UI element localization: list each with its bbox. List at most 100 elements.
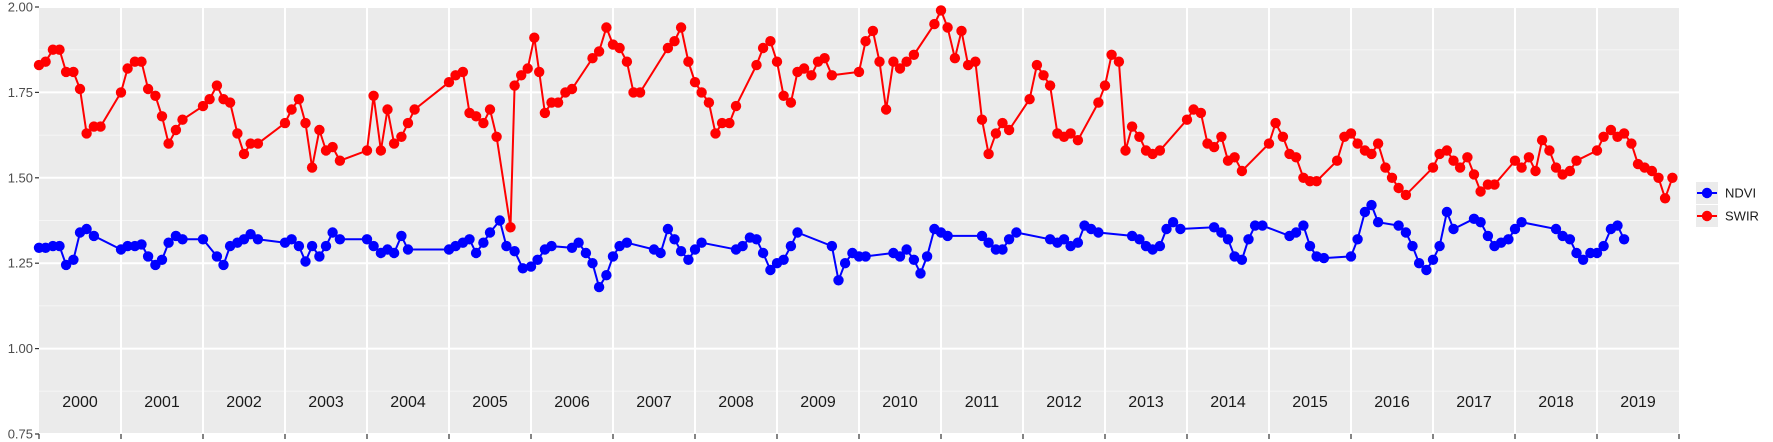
ndvi-point (675, 246, 687, 257)
ndvi-point (494, 215, 505, 226)
swir-point (853, 66, 865, 78)
swir-point (901, 56, 912, 67)
ndvi-point (1612, 220, 1623, 231)
swir-point (136, 56, 147, 67)
swir-point (245, 138, 256, 149)
swir-point (286, 104, 297, 115)
swir-point (1236, 165, 1248, 177)
ndvi-point (1591, 247, 1603, 259)
swir-point (716, 117, 728, 129)
ndvi-point (1243, 234, 1254, 245)
swir-point (232, 128, 243, 139)
swir-point (1120, 145, 1131, 156)
ndvi-point (689, 244, 701, 255)
year-label: 2014 (1210, 394, 1246, 411)
ndvi-point (60, 259, 72, 271)
swir-point (1598, 131, 1609, 142)
swir-point (334, 155, 346, 166)
ndvi-point (696, 237, 707, 248)
swir-point (1106, 49, 1117, 60)
swir-point (908, 49, 920, 60)
swir-point (443, 77, 455, 88)
ndvi-point (1441, 206, 1453, 218)
ndvi-point (683, 254, 694, 265)
swir-point (491, 131, 502, 142)
ndvi-point (1421, 264, 1432, 276)
year-label: 2011 (965, 394, 1000, 411)
swir-point (60, 66, 72, 78)
swir-point (409, 104, 420, 115)
swir-point (778, 90, 789, 102)
swir-point (798, 63, 810, 74)
swir-point (1550, 162, 1562, 173)
year-label: 2009 (800, 394, 836, 411)
year-label: 2013 (1128, 394, 1164, 411)
swir-point (1468, 169, 1480, 180)
swir-point (990, 128, 1002, 139)
swir-point (402, 117, 414, 129)
legend: NDVI SWIR (1696, 182, 1759, 227)
swir-point (956, 25, 967, 37)
swir-point (1462, 152, 1473, 163)
year-label: 2019 (1620, 394, 1656, 411)
swir-point (306, 162, 318, 173)
swir-point (1065, 128, 1076, 139)
ndvi-point (327, 227, 338, 238)
ndvi-point (546, 240, 557, 252)
ndvi-point (368, 240, 379, 252)
ndvi-point (286, 234, 297, 245)
swir-point (949, 53, 961, 64)
year-label: 2012 (1046, 394, 1082, 411)
swir-point (509, 80, 520, 91)
ndvi-point (1393, 220, 1404, 231)
swir-point (1516, 162, 1527, 173)
swir-point (293, 94, 305, 105)
ndvi-point (1475, 217, 1486, 228)
swir-point (539, 107, 551, 119)
swir-point (566, 83, 578, 95)
swir-point (1626, 138, 1637, 149)
swir-point (115, 87, 127, 98)
ndvi-point (1366, 199, 1377, 211)
ndvi-point (88, 230, 100, 242)
swir-point (1181, 114, 1193, 125)
ndvi-point (901, 244, 912, 255)
ndvi-point (501, 240, 512, 252)
swir-point (1113, 56, 1125, 67)
swir-point (1099, 80, 1111, 91)
ndvi-point (669, 234, 680, 245)
ndvi-point (1154, 240, 1166, 252)
ndvi-point (997, 244, 1008, 255)
ndvi-point (470, 247, 482, 259)
swir-point (1427, 162, 1439, 173)
swir-point (634, 87, 646, 98)
ndvi-point (1167, 217, 1179, 228)
year-label: 2004 (390, 394, 426, 411)
ndvi-point (765, 264, 776, 276)
swir-point (826, 70, 838, 81)
x-axis (38, 434, 1680, 439)
swir-point (505, 222, 516, 233)
swir-point (1093, 97, 1104, 108)
ndvi-point (833, 275, 844, 286)
swir-point (1290, 152, 1302, 163)
swir-point (314, 124, 325, 136)
swir-point (478, 117, 489, 129)
year-label: 2016 (1374, 394, 1410, 411)
ndvi-point (314, 251, 325, 262)
ndvi-point (396, 230, 407, 242)
swir-point (1072, 135, 1084, 146)
swir-point (710, 128, 721, 139)
year-label: 2015 (1292, 394, 1328, 411)
ndvi-point (81, 223, 92, 235)
swir-point (867, 25, 879, 37)
swir-point (751, 59, 762, 71)
swir-point (1475, 186, 1486, 197)
ndvi-point (1222, 234, 1234, 245)
swir-point (1195, 107, 1207, 119)
swir-point (1605, 124, 1617, 136)
swir-point (1366, 148, 1377, 160)
ndvi-point (1509, 223, 1521, 235)
ndvi-point (1208, 222, 1220, 233)
swir-point (730, 100, 742, 112)
